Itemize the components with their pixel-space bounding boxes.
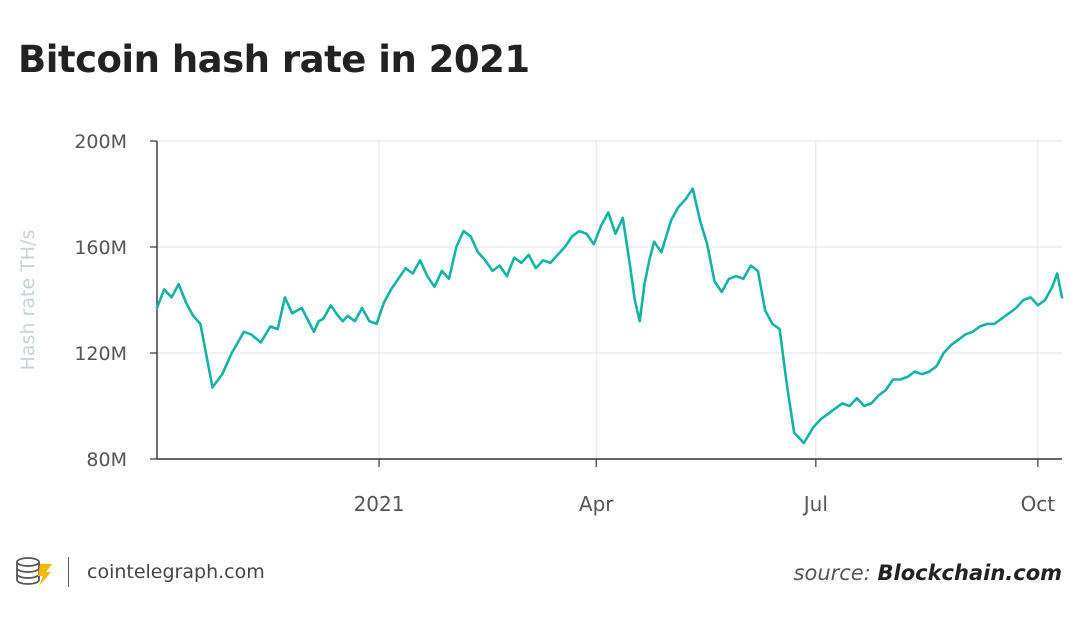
x-tick-label: Jul: [802, 492, 828, 516]
source-credit: source: Blockchain.com: [794, 561, 1062, 585]
source-name: Blockchain.com: [877, 561, 1063, 585]
series-layer: [155, 187, 1064, 445]
cointelegraph-logo-icon: [16, 557, 52, 586]
x-tick-label: Oct: [1021, 492, 1056, 516]
footer-divider: [68, 557, 69, 587]
x-tick-label: 2021: [354, 492, 405, 516]
y-tick-label: 80M: [86, 449, 127, 471]
source-prefix: source:: [793, 561, 871, 585]
y-axis-label: Hash rate TH/s: [17, 230, 39, 371]
series-line: [155, 187, 1064, 445]
y-tick-label: 120M: [74, 343, 127, 365]
footer-brand: cointelegraph.com: [14, 554, 265, 590]
x-tick-label: Apr: [579, 492, 614, 516]
axes: [150, 140, 1062, 467]
page-title: Bitcoin hash rate in 2021: [18, 38, 530, 81]
y-tick-label: 200M: [74, 131, 127, 153]
tick-labels: 80M 120M 160M 200M 2021 Apr Jul Oct: [74, 131, 1055, 516]
y-tick-label: 160M: [74, 237, 127, 259]
site-name[interactable]: cointelegraph.com: [87, 561, 265, 583]
grid-lines: [157, 140, 1062, 459]
